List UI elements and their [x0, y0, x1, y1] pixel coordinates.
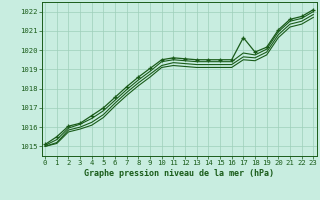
- X-axis label: Graphe pression niveau de la mer (hPa): Graphe pression niveau de la mer (hPa): [84, 169, 274, 178]
